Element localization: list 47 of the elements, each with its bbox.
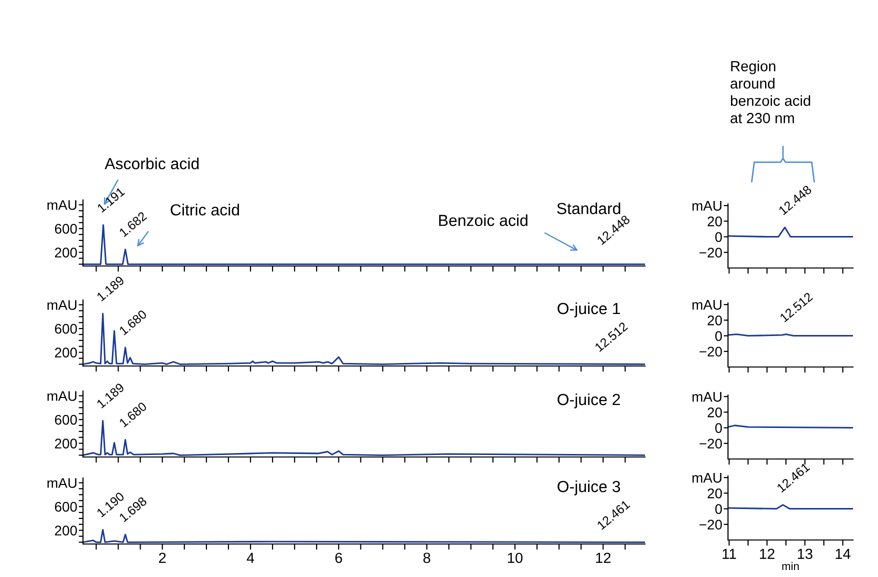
- y-tick-label: mAU: [48, 391, 76, 401]
- x-tick-label: 4: [246, 552, 254, 563]
- y-tick-label: −20: [700, 520, 722, 530]
- y-tick-label: 600: [54, 224, 77, 234]
- y-tick-label: 20: [708, 216, 722, 226]
- chart-title: O-juice 1: [558, 302, 620, 318]
- text: Ascorbic acid: [104, 158, 199, 170]
- x-axis-title: min: [782, 562, 799, 570]
- y-tick-label: 20: [708, 316, 722, 326]
- y-tick-label: 600: [54, 502, 77, 512]
- text: Region around benzoic acid at 230 nm: [730, 60, 810, 124]
- y-tick-label: 200: [54, 526, 77, 536]
- y-tick-label: mAU: [48, 200, 76, 210]
- x-tick-label: 2: [159, 552, 166, 563]
- y-tick-label: mAU: [692, 201, 722, 211]
- y-tick-label: mAU: [48, 300, 76, 310]
- y-tick-label: 0: [715, 331, 722, 341]
- y-tick-label: 20: [708, 488, 722, 498]
- y-tick-label: 0: [715, 504, 722, 514]
- x-tick-label: 13: [798, 548, 812, 560]
- x-tick-label: 11: [722, 548, 736, 559]
- y-tick-label: 600: [54, 414, 77, 425]
- y-tick-label: mAU: [692, 473, 722, 483]
- chart-title: O-juice 2: [558, 393, 620, 408]
- y-tick-label: −20: [700, 438, 722, 449]
- y-tick-label: 0: [715, 423, 722, 433]
- x-tick-label: 12: [760, 548, 774, 559]
- y-tick-label: 200: [54, 248, 77, 258]
- y-tick-label: −20: [700, 248, 722, 258]
- y-tick-label: 600: [54, 324, 77, 334]
- x-tick-label: 14: [836, 548, 850, 559]
- y-tick-label: mAU: [48, 478, 76, 488]
- y-tick-label: 20: [708, 408, 722, 418]
- y-tick-label: 200: [54, 348, 77, 358]
- chart-title: O-juice 3: [558, 480, 620, 496]
- y-tick-label: −20: [700, 346, 722, 357]
- y-tick-label: 200: [54, 438, 77, 448]
- chart-title: Standard: [557, 202, 620, 214]
- y-tick-label: 0: [715, 232, 722, 242]
- y-tick-label: mAU: [692, 392, 722, 402]
- x-tick-label: 6: [335, 552, 342, 564]
- y-tick-label: mAU: [692, 300, 722, 310]
- annotation: Benzoic acid: [439, 214, 528, 226]
- x-tick-label: 10: [508, 552, 523, 564]
- x-tick-label: 12: [596, 552, 611, 563]
- annotation: Citric acid: [170, 204, 239, 216]
- x-tick-label: 8: [423, 552, 430, 564]
